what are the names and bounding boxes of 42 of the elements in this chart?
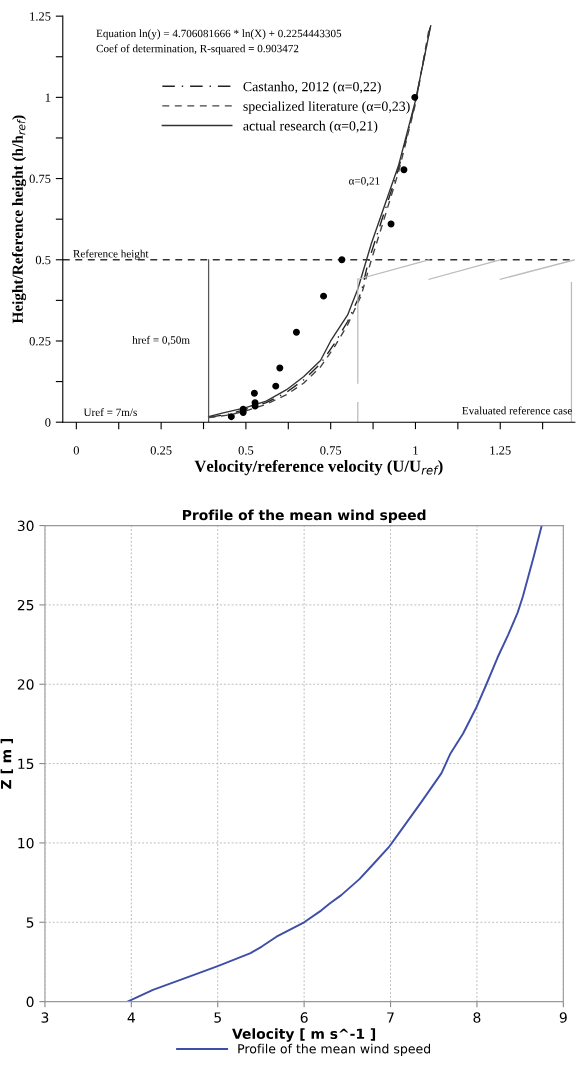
x-tick-label: 8 [473, 1012, 481, 1023]
y-tick-label: 5 [26, 917, 34, 928]
x-tick-label: 0.75 [320, 446, 342, 455]
annotation: α=0,21 [349, 177, 380, 187]
annotation: Uref = 7m/s [83, 408, 137, 417]
x-tick-label: 3 [41, 1012, 49, 1023]
y-axis-title: Height/Reference height (h/h$_{ref}$) [11, 115, 27, 324]
annotation: href = 0,50m [132, 335, 190, 346]
x-tick-label: 4 [127, 1012, 135, 1023]
x-tick-label: 0.25 [150, 446, 172, 455]
legend-label: Castanho, 2012 (α=0,22) [243, 81, 381, 95]
y-tick-label: 0.5 [35, 255, 51, 265]
y-tick-label: 10 [18, 837, 34, 849]
x-tick-label: 1.25 [490, 446, 511, 455]
x-tick-label: 7 [387, 1012, 394, 1023]
y-axis-title: Z [ m ] [0, 738, 13, 789]
y-tick-label: 25 [17, 599, 34, 611]
x-axis-title: Velocity/reference velocity (U/U$_{ref}$) [194, 459, 443, 476]
x-tick-label: 0 [73, 446, 79, 455]
x-tick-label: 9 [559, 1012, 567, 1023]
ref-line-label: Reference height [73, 249, 149, 260]
y-tick-label: 20 [17, 679, 34, 690]
y-tick-label: 0.25 [29, 337, 51, 346]
chart-title: Profile of the mean wind speed [182, 509, 426, 523]
x-axis-title: Velocity [ m s^-1 ] [232, 1028, 376, 1042]
x-tick-label: 5 [214, 1012, 221, 1023]
y-tick-label: 1 [45, 93, 51, 102]
x-tick-label: 0.5 [238, 446, 254, 455]
legend-label: actual research (α=0,21) [243, 120, 378, 134]
x-tick-label: 6 [300, 1012, 308, 1023]
y-tick-label: 30 [17, 520, 34, 532]
y-tick-label: 15 [18, 758, 34, 770]
y-tick-label: 0.75 [29, 174, 51, 184]
annotation: Coef of determination, R-squared = 0.903472 [96, 44, 299, 55]
x-tick-label: 1 [413, 446, 418, 455]
y-tick-label: 0 [26, 996, 34, 1008]
legend-label: Profile of the mean wind speed [238, 1043, 431, 1056]
annotation: Evaluated reference case [462, 406, 572, 415]
annotation: Equation ln(y) = 4.706081666 * ln(X) + 0.2254443305 [96, 29, 342, 40]
y-tick-label: 1.25 [30, 12, 51, 21]
legend-label: specialized literature (α=0,23) [243, 101, 410, 114]
y-tick-label: 0 [45, 418, 51, 427]
